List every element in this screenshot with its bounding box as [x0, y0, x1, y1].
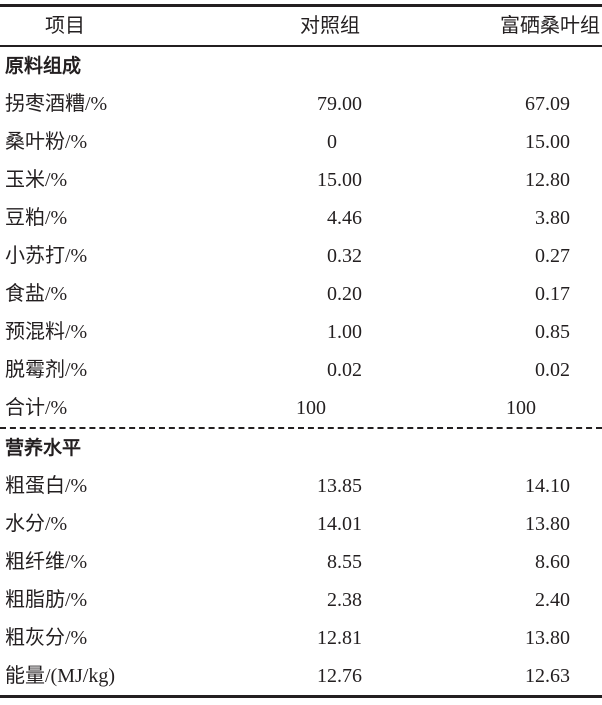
- table-row: 脱霉剂/% 0.02 0.02: [0, 351, 602, 389]
- control-value: 0.02: [327, 359, 362, 381]
- row-label: 拐枣酒糟/%: [5, 93, 108, 115]
- section-ingredients: 原料组成拐枣酒糟/% 79.00 67.09 桑叶粉/% 0 15.00 玉米/% 15.00…: [0, 47, 602, 427]
- header-rule: [0, 45, 602, 47]
- control-value: 12.76: [317, 665, 362, 687]
- control-value: 0.32: [327, 245, 362, 267]
- table-row: 豆粕/% 4.46 3.80: [0, 199, 602, 237]
- header-control: 对照组: [300, 15, 360, 37]
- row-label: 食盐/%: [5, 283, 68, 305]
- table-row: 玉米/% 15.00 12.80: [0, 161, 602, 199]
- row-label: 粗灰分/%: [5, 627, 88, 649]
- table-row: 桑叶粉/% 0 15.00: [0, 123, 602, 161]
- treatment-value: 67.09: [525, 93, 570, 115]
- row-label: 玉米/%: [5, 169, 68, 191]
- control-value: 2.38: [327, 589, 362, 611]
- row-label: 水分/%: [5, 513, 68, 535]
- table-row: 水分/% 14.01 13.80: [0, 505, 602, 543]
- treatment-value: 13.80: [525, 513, 570, 535]
- table-row: 粗灰分/% 12.81 13.80: [0, 619, 602, 657]
- top-rule: [0, 4, 602, 7]
- row-label: 粗纤维/%: [5, 551, 88, 573]
- control-value: 8.55: [327, 551, 362, 573]
- total-control: 100: [296, 397, 326, 419]
- control-value: 0.20: [327, 283, 362, 305]
- row-label: 脱霉剂/%: [5, 359, 88, 381]
- section-title: 营养水平: [5, 437, 82, 459]
- header-item: 项目: [45, 15, 85, 37]
- control-value: 79.00: [317, 93, 362, 115]
- treatment-value: 13.80: [525, 627, 570, 649]
- table-row: 粗脂肪/% 2.38 2.40: [0, 581, 602, 619]
- row-label: 豆粕/%: [5, 207, 68, 229]
- control-value: 13.85: [317, 475, 362, 497]
- row-label: 粗脂肪/%: [5, 589, 88, 611]
- section-nutrition: 营养水平粗蛋白/% 13.85 14.10 水分/% 14.01 13.80 粗纤维/% 8.…: [0, 429, 602, 695]
- treatment-value: 0.17: [535, 283, 570, 305]
- treatment-value: 14.10: [525, 475, 570, 497]
- row-label: 桑叶粉/%: [5, 131, 88, 153]
- section-title: 原料组成: [5, 55, 82, 77]
- section-title-row: 原料组成: [0, 47, 602, 85]
- treatment-value: 12.80: [525, 169, 570, 191]
- bottom-rule: [0, 695, 602, 698]
- control-value: 14.01: [317, 513, 362, 535]
- total-treatment: 100: [506, 397, 536, 419]
- table-row: 食盐/% 0.20 0.17: [0, 275, 602, 313]
- table-row: 拐枣酒糟/% 79.00 67.09: [0, 85, 602, 123]
- treatment-value: 0.02: [535, 359, 570, 381]
- table-row: 能量/(MJ/kg) 12.76 12.63: [0, 657, 602, 695]
- header-treatment: 富硒桑叶组: [500, 15, 600, 37]
- row-label: 预混料/%: [5, 321, 88, 343]
- feed-composition-table: 项目 对照组 富硒桑叶组 原料组成拐枣酒糟/% 79.00 67.09 桑叶粉/% 0 1…: [0, 4, 602, 698]
- control-value: 1.00: [327, 321, 362, 343]
- treatment-value: 12.63: [525, 665, 570, 687]
- treatment-value: 0.27: [535, 245, 570, 267]
- table-row: 小苏打/% 0.32 0.27: [0, 237, 602, 275]
- treatment-value: 15.00: [525, 131, 570, 153]
- section-title-row: 营养水平: [0, 429, 602, 467]
- treatment-value: 8.60: [535, 551, 570, 573]
- treatment-value: 0.85: [535, 321, 570, 343]
- section-divider: [0, 427, 602, 429]
- table-row: 预混料/% 1.00 0.85: [0, 313, 602, 351]
- row-label: 合计/%: [5, 397, 68, 419]
- header-row: 项目 对照组 富硒桑叶组: [0, 7, 602, 45]
- control-value: 0: [327, 131, 337, 153]
- control-value: 15.00: [317, 169, 362, 191]
- table-row: 粗纤维/% 8.55 8.60: [0, 543, 602, 581]
- treatment-value: 3.80: [535, 207, 570, 229]
- control-value: 4.46: [327, 207, 362, 229]
- control-value: 12.81: [317, 627, 362, 649]
- row-label: 能量/(MJ/kg): [5, 665, 115, 687]
- table-row: 粗蛋白/% 13.85 14.10: [0, 467, 602, 505]
- treatment-value: 2.40: [535, 589, 570, 611]
- total-row: 合计/% 100 100: [0, 389, 602, 427]
- row-label: 小苏打/%: [5, 245, 88, 267]
- row-label: 粗蛋白/%: [5, 475, 88, 497]
